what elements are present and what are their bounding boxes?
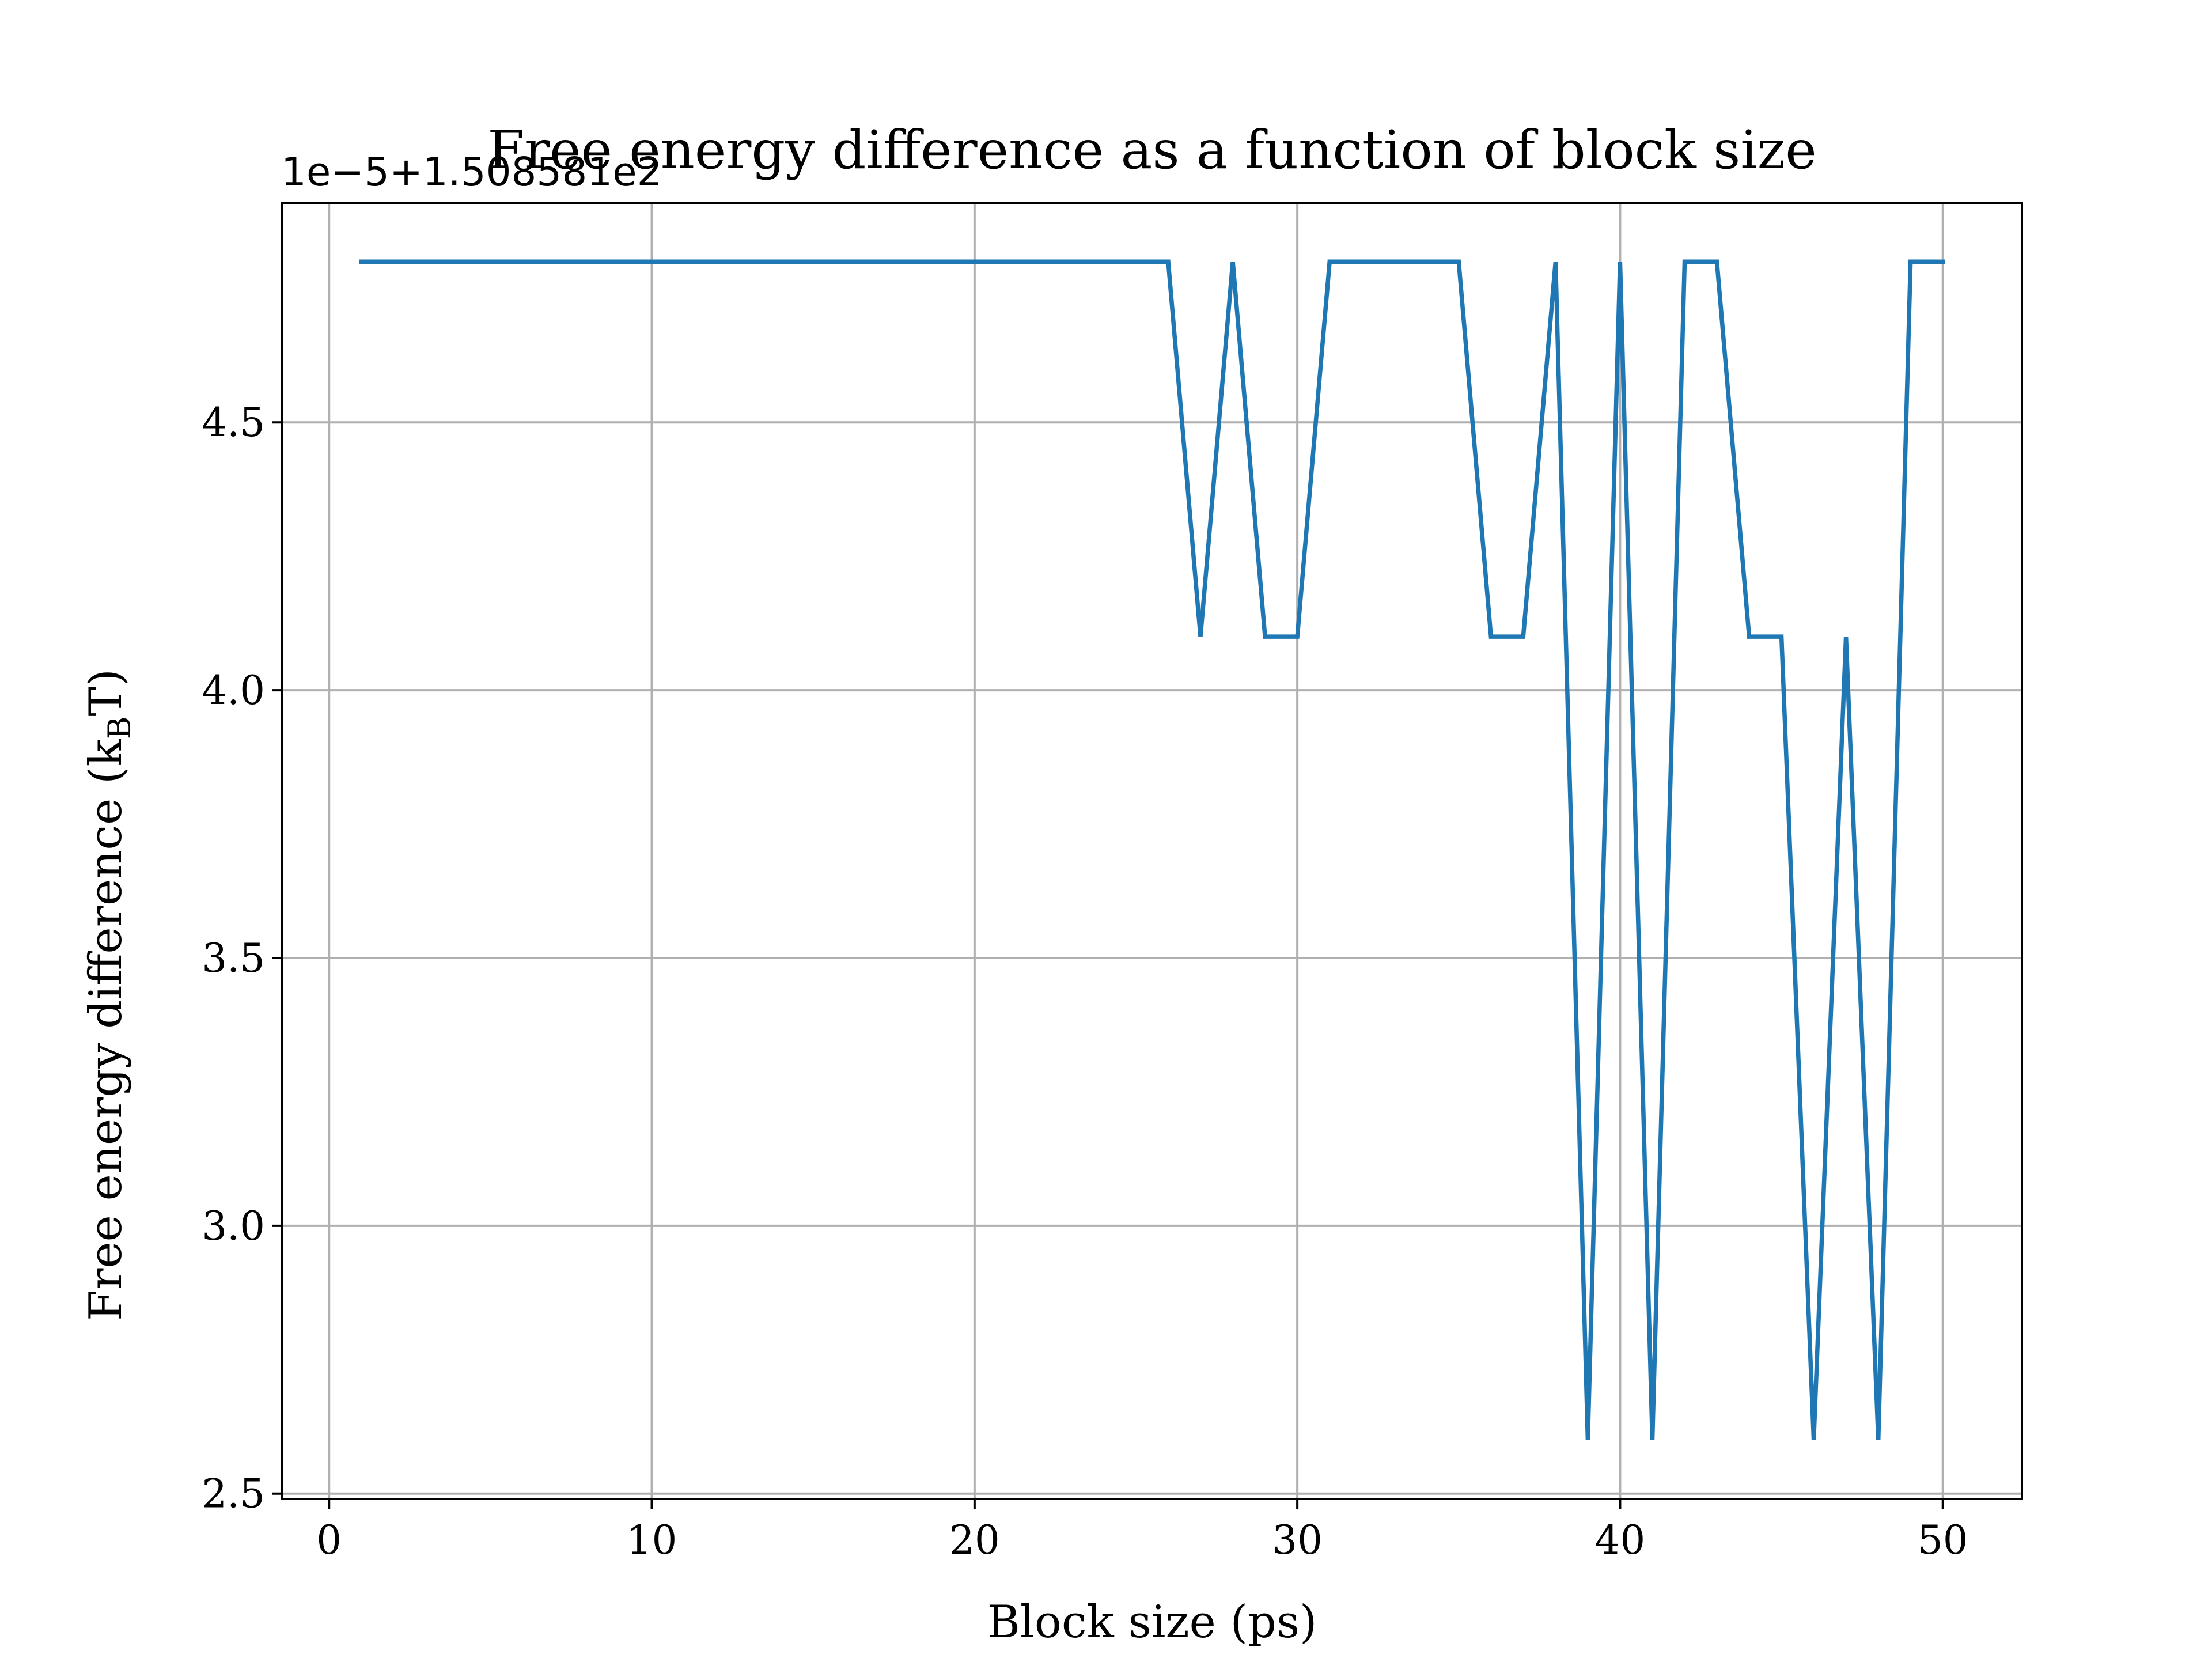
- x-tick-label: 30: [1272, 1517, 1323, 1563]
- series-layer: [359, 259, 1945, 1440]
- y-offset-label: 1e−5+1.508581e2: [281, 149, 662, 195]
- y-tick-label: 2.5: [202, 1471, 265, 1517]
- y-axis-label-main: Free energy difference (k: [80, 739, 132, 1321]
- plot-frame: [281, 202, 2023, 1500]
- ticks-layer: 0 10 20 30 40 50 2.5 3.0 3.5 4.0 4.5: [202, 400, 1968, 1563]
- y-tick-label: 4.0: [202, 668, 265, 714]
- x-tick-label: 20: [949, 1517, 1000, 1563]
- y-tick-label: 4.5: [202, 400, 265, 446]
- chart-title: Free energy difference as a function of …: [487, 119, 1816, 181]
- x-tick-label: 50: [1918, 1517, 1968, 1563]
- series-line: [359, 259, 1945, 1440]
- y-tick-label: 3.5: [202, 936, 265, 982]
- x-axis-label: Block size (ps): [987, 1596, 1317, 1648]
- x-tick-label: 0: [316, 1517, 342, 1563]
- y-axis-label-suffix: T): [80, 669, 132, 716]
- x-tick-label: 10: [627, 1517, 677, 1563]
- y-axis-label-subscript: B: [101, 717, 138, 740]
- y-axis-label: Free energy difference (kBT): [80, 669, 138, 1321]
- y-tick-label: 3.0: [202, 1203, 265, 1250]
- x-tick-label: 40: [1595, 1517, 1646, 1563]
